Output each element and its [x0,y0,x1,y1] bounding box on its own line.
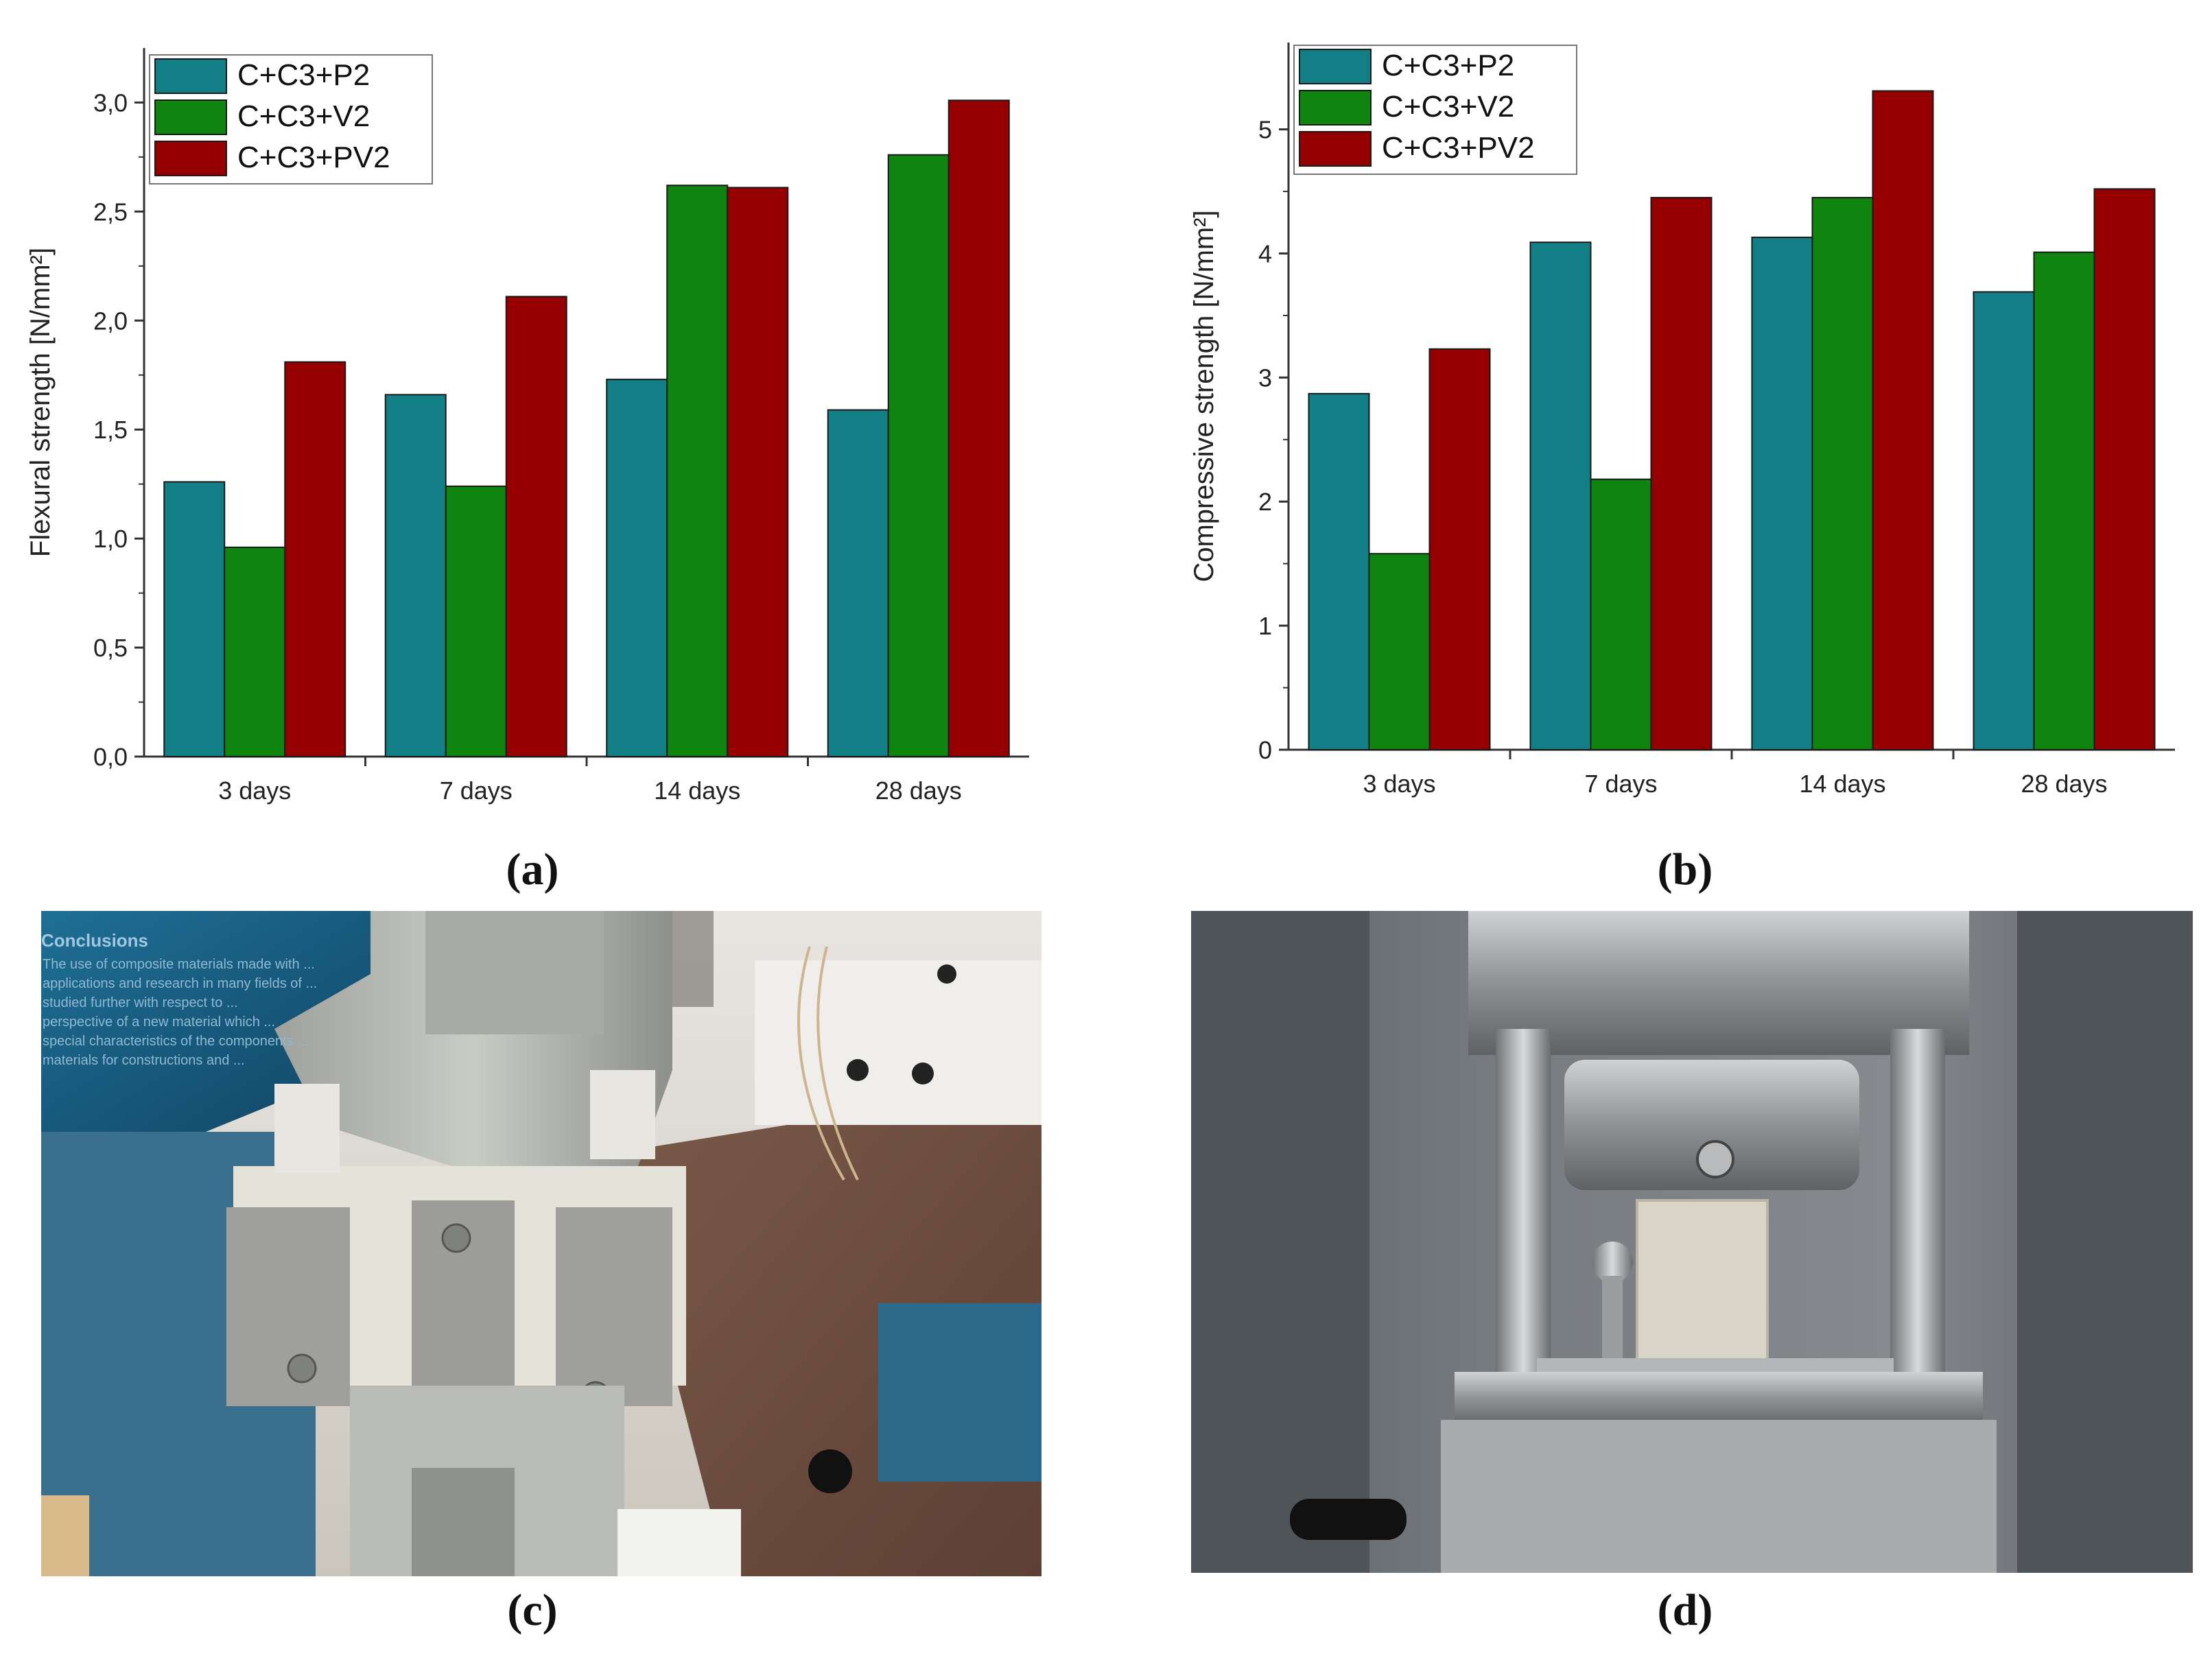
legend-label: C+C3+V2 [1382,90,1514,123]
bar [666,185,729,757]
y-tick-label: 1,0 [93,525,128,553]
y-tick-label: 3,0 [93,88,128,117]
legend-label: C+C3+P2 [237,58,370,92]
poster-text: The use of composite materials made with… [43,957,317,1068]
bar [1973,291,2035,750]
bar [1368,553,1431,750]
bar [1872,90,1934,750]
legend-label: C+C3+PV2 [237,141,390,174]
y-tick-label: 0 [1258,736,1272,764]
y-tick-label: 2,5 [93,198,128,226]
bar [727,187,789,758]
x-tick-label: 3 days [1363,770,1435,798]
y-axis-title: Flexural strength [N/mm²] [25,248,56,557]
y-tick-label: 2 [1258,488,1272,516]
y-tick-label: 4 [1258,239,1272,268]
bar [827,409,889,758]
bar [1590,478,1652,751]
bar [384,394,447,757]
legend-swatch [154,58,227,94]
y-tick-label: 2,0 [93,307,128,335]
legend-label: C+C3+P2 [1382,49,1514,82]
x-tick-label: 7 days [1584,770,1657,798]
poster-line: The use of composite materials made with… [43,957,315,972]
bar [505,296,567,757]
bar [445,485,507,758]
legend-swatch [1299,49,1372,84]
bar [2093,188,2156,751]
bar [224,546,286,757]
y-axis-title: Compressive strength [N/mm²] [1189,210,1219,582]
x-tick-label: 14 days [1799,770,1885,798]
photo-flexural-test-rig: Conclusions The use of composite materia… [41,911,1042,1576]
caption-a: (a) [506,844,559,894]
photo-compression-test-rig [1191,911,2193,1573]
caption-b: (b) [1657,844,1713,894]
y-tick-label: 0,0 [93,743,128,771]
bar [1650,197,1713,750]
bar [1811,197,1874,750]
poster-title: Conclusions [41,930,148,951]
poster-line: materials for constructions and ... [43,1053,245,1068]
legend-label: C+C3+V2 [237,99,370,133]
x-tick-label: 3 days [218,776,291,805]
y-tick-label: 5 [1258,116,1272,144]
bar [948,99,1010,757]
legend-swatch [154,141,227,176]
y-tick-label: 3 [1258,364,1272,392]
x-tick-label: 14 days [654,776,740,805]
legend-swatch [1299,90,1372,126]
legend-swatch [1299,131,1372,167]
legend-label: C+C3+PV2 [1382,131,1535,165]
bar [2033,251,2095,751]
bar [163,481,226,757]
x-tick-label: 7 days [440,776,513,805]
poster-line: special characteristics of the component… [43,1034,309,1049]
poster-line: perspective of a new material which ... [43,1015,275,1030]
y-tick-label: 1 [1258,612,1272,640]
legend-swatch [154,99,227,135]
bar [1751,236,1813,751]
bar [284,361,346,757]
bar [887,154,950,757]
poster-line: applications and research in many fields… [43,976,317,991]
bar [1308,392,1370,750]
bar [1428,348,1491,750]
y-tick-label: 0,5 [93,634,128,662]
caption-c: (c) [507,1585,558,1635]
poster-line: studied further with respect to ... [43,995,238,1010]
bar [606,379,668,757]
x-tick-label: 28 days [875,776,962,805]
y-tick-label: 1,5 [93,416,128,444]
caption-d: (d) [1657,1585,1713,1635]
chart-flexural-strength: 0,0 0,5 1,0 1,5 2,0 2,5 3,0 3 days 7 days 14 days… [25,48,1029,805]
bar [1529,241,1592,750]
x-tick-label: 28 days [2021,770,2107,798]
chart-compressive-strength: 0 1 2 3 4 5 3 days 7 days 14 days 28 days Compress… [1189,43,2175,798]
